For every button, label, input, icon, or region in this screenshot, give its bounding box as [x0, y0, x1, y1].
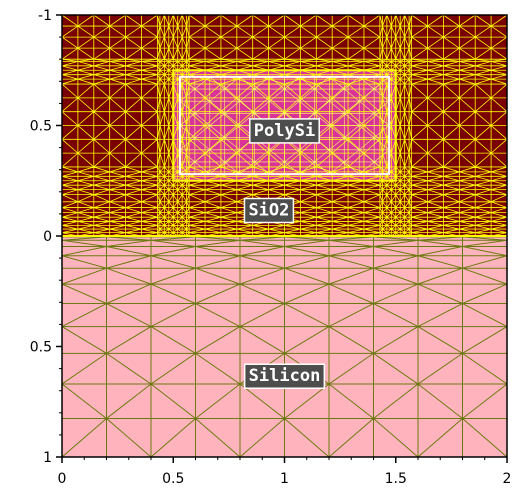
poly-inner-boundary [178, 75, 391, 176]
region-label-text: PolySi [254, 121, 315, 141]
x-tick-label: 0 [58, 471, 67, 487]
x-tick-label: 0.5 [162, 471, 184, 487]
region-label-text: SiO2 [248, 200, 289, 220]
mesh-layer [61, 14, 508, 458]
x-tick-label: 1 [280, 471, 289, 487]
x-tick-label: 1.5 [385, 471, 407, 487]
region-label-poly: PolySi [249, 118, 320, 144]
labels-layer: SiO2 PolySi Silicon [243, 118, 326, 389]
poly-outer-boundary [172, 69, 397, 182]
y-tick-label: 0.5 [30, 340, 52, 356]
axes-layer: 0 0.5 1 1.5 2 -1 0.5 0 0.5 1 [30, 8, 512, 487]
region-label-oxide: SiO2 [243, 197, 295, 224]
y-tick-label: 1 [43, 450, 52, 466]
y-tick-label: 0 [43, 229, 52, 245]
y-tick-label: 0.5 [30, 119, 52, 135]
region-label-text: Silicon [249, 366, 321, 386]
region-label-silicon: Silicon [243, 363, 326, 389]
x-tick-label: 2 [503, 471, 512, 487]
y-tick-label: -1 [38, 8, 52, 24]
